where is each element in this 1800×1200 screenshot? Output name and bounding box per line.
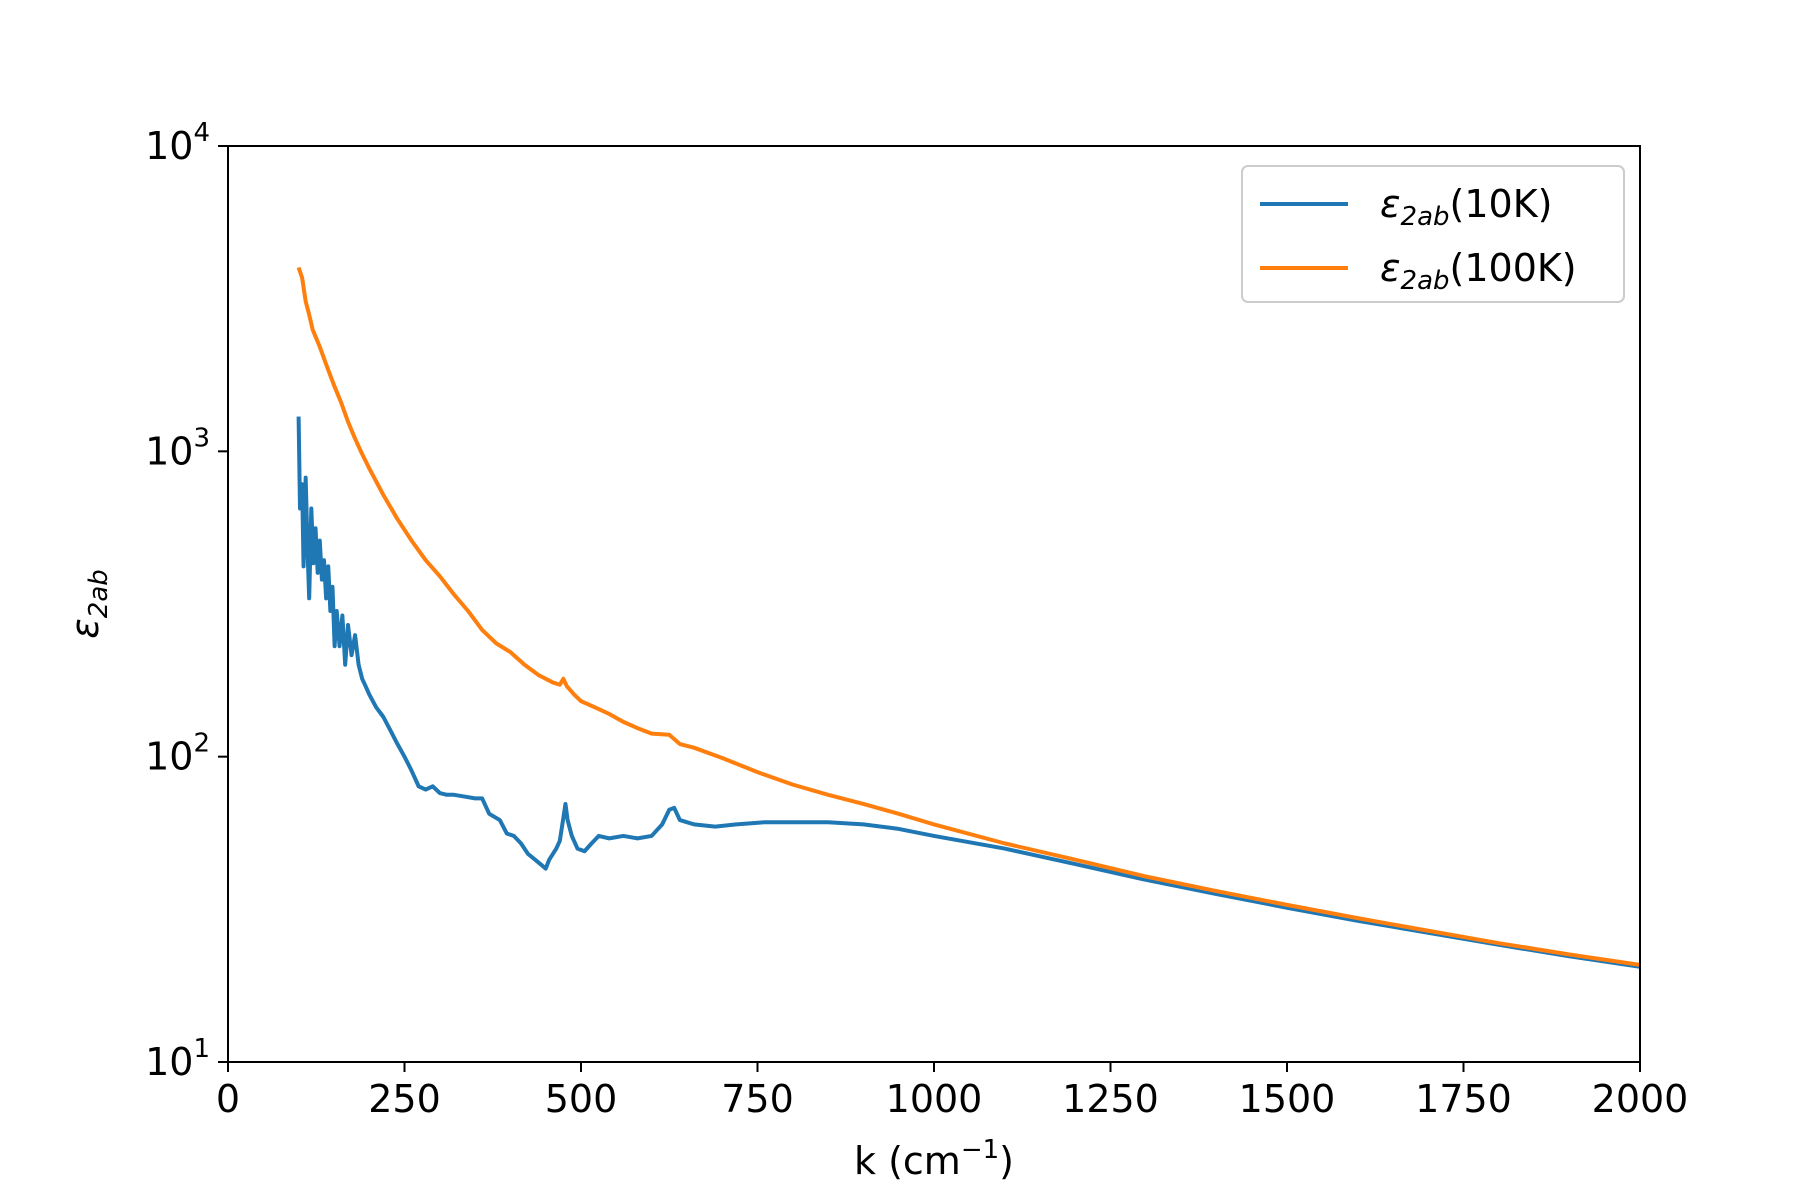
x-tick-label: 1500 xyxy=(1239,1077,1336,1121)
legend-label-10k-sub: 2ab xyxy=(1401,202,1450,232)
series-line-100k xyxy=(296,266,1641,967)
x-axis: 0 250 500 750 1000 1250 1500 1750 2000 xyxy=(216,1062,1688,1121)
legend-label-10k: ε2ab(10K) xyxy=(1380,182,1552,232)
series-line-10k xyxy=(296,416,1641,969)
y-tick-label: 103 xyxy=(145,423,210,473)
x-axis-label-sup: −1 xyxy=(961,1135,999,1165)
x-tick-label: 500 xyxy=(545,1077,618,1121)
legend-label-10k-symbol: ε xyxy=(1380,182,1401,226)
y-tick-label: 102 xyxy=(145,729,210,779)
y-axis: 101 102 103 104 xyxy=(145,118,228,1084)
legend-label-100k-sub: 2ab xyxy=(1401,266,1450,296)
y-axis-label: ε2ab xyxy=(63,569,114,639)
legend-label-100k: ε2ab(100K) xyxy=(1380,246,1577,296)
y-tick-label: 104 xyxy=(145,118,210,168)
plot-lines xyxy=(296,266,1641,969)
y-tick-label: 101 xyxy=(145,1034,210,1084)
legend-label-10k-tail: (10K) xyxy=(1450,182,1553,226)
x-axis-label-main: k (cm xyxy=(854,1139,961,1183)
x-tick-label: 1750 xyxy=(1415,1077,1512,1121)
y-axis-label-symbol: ε xyxy=(63,618,107,639)
legend-label-100k-symbol: ε xyxy=(1380,246,1401,290)
legend: ε2ab(10K) ε2ab(100K) xyxy=(1241,165,1625,303)
x-axis-label-tail: ) xyxy=(999,1139,1014,1183)
x-tick-label: 0 xyxy=(216,1077,240,1121)
x-axis-label: k (cm−1) xyxy=(854,1135,1014,1183)
legend-label-100k-tail: (100K) xyxy=(1450,246,1577,290)
x-tick-label: 2000 xyxy=(1592,1077,1689,1121)
x-tick-label: 250 xyxy=(368,1077,441,1121)
x-tick-label: 750 xyxy=(721,1077,794,1121)
x-tick-label: 1250 xyxy=(1062,1077,1159,1121)
y-axis-label-sub: 2ab xyxy=(84,569,114,618)
x-tick-label: 1000 xyxy=(886,1077,983,1121)
